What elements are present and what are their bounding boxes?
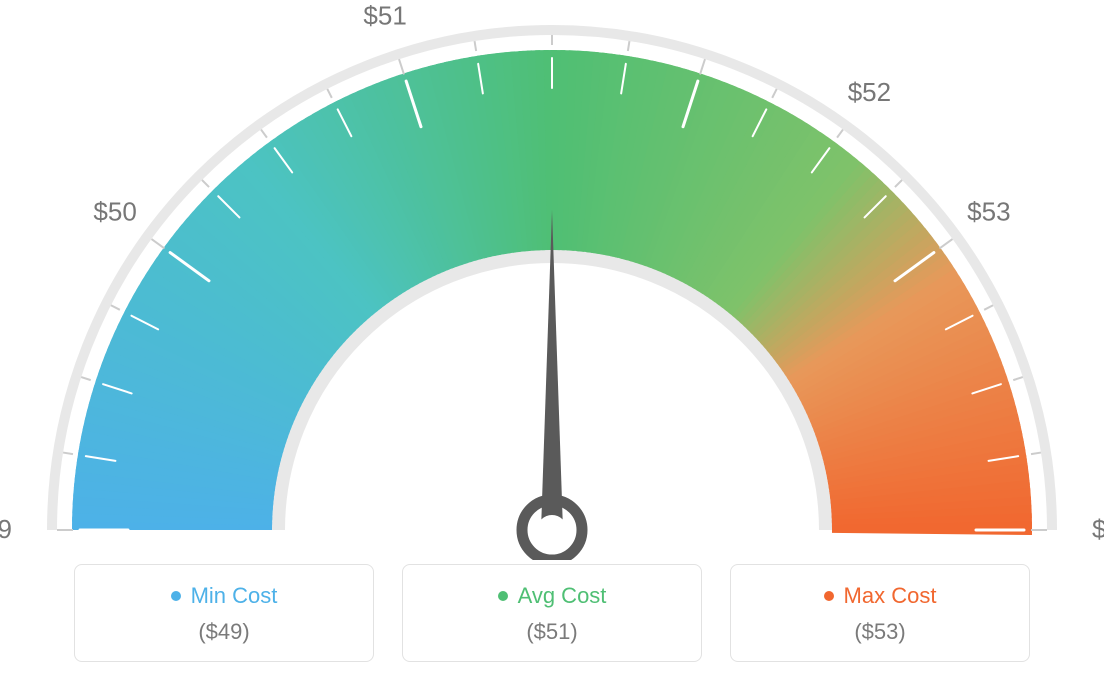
cost-gauge: $49 $50 $51 $51 $52 $53 $53 <box>0 0 1104 560</box>
svg-text:$53: $53 <box>967 197 1010 227</box>
legend-dot-min <box>171 591 181 601</box>
legend-title-avg: Avg Cost <box>518 583 607 609</box>
legend-title-min: Min Cost <box>191 583 278 609</box>
svg-text:$51: $51 <box>530 0 573 4</box>
svg-text:$51: $51 <box>363 0 406 30</box>
svg-text:$53: $53 <box>1092 514 1104 544</box>
legend-card-avg: Avg Cost ($51) <box>402 564 702 662</box>
legend-value-min: ($49) <box>75 619 373 645</box>
legend-value-max: ($53) <box>731 619 1029 645</box>
legend-card-max: Max Cost ($53) <box>730 564 1030 662</box>
legend-card-min: Min Cost ($49) <box>74 564 374 662</box>
svg-text:$52: $52 <box>848 77 891 107</box>
svg-text:$49: $49 <box>0 514 12 544</box>
legend-title-max: Max Cost <box>844 583 937 609</box>
legend-dot-avg <box>498 591 508 601</box>
legend-dot-max <box>824 591 834 601</box>
svg-text:$50: $50 <box>93 197 136 227</box>
legend-value-avg: ($51) <box>403 619 701 645</box>
legend-row: Min Cost ($49) Avg Cost ($51) Max Cost (… <box>74 564 1030 662</box>
